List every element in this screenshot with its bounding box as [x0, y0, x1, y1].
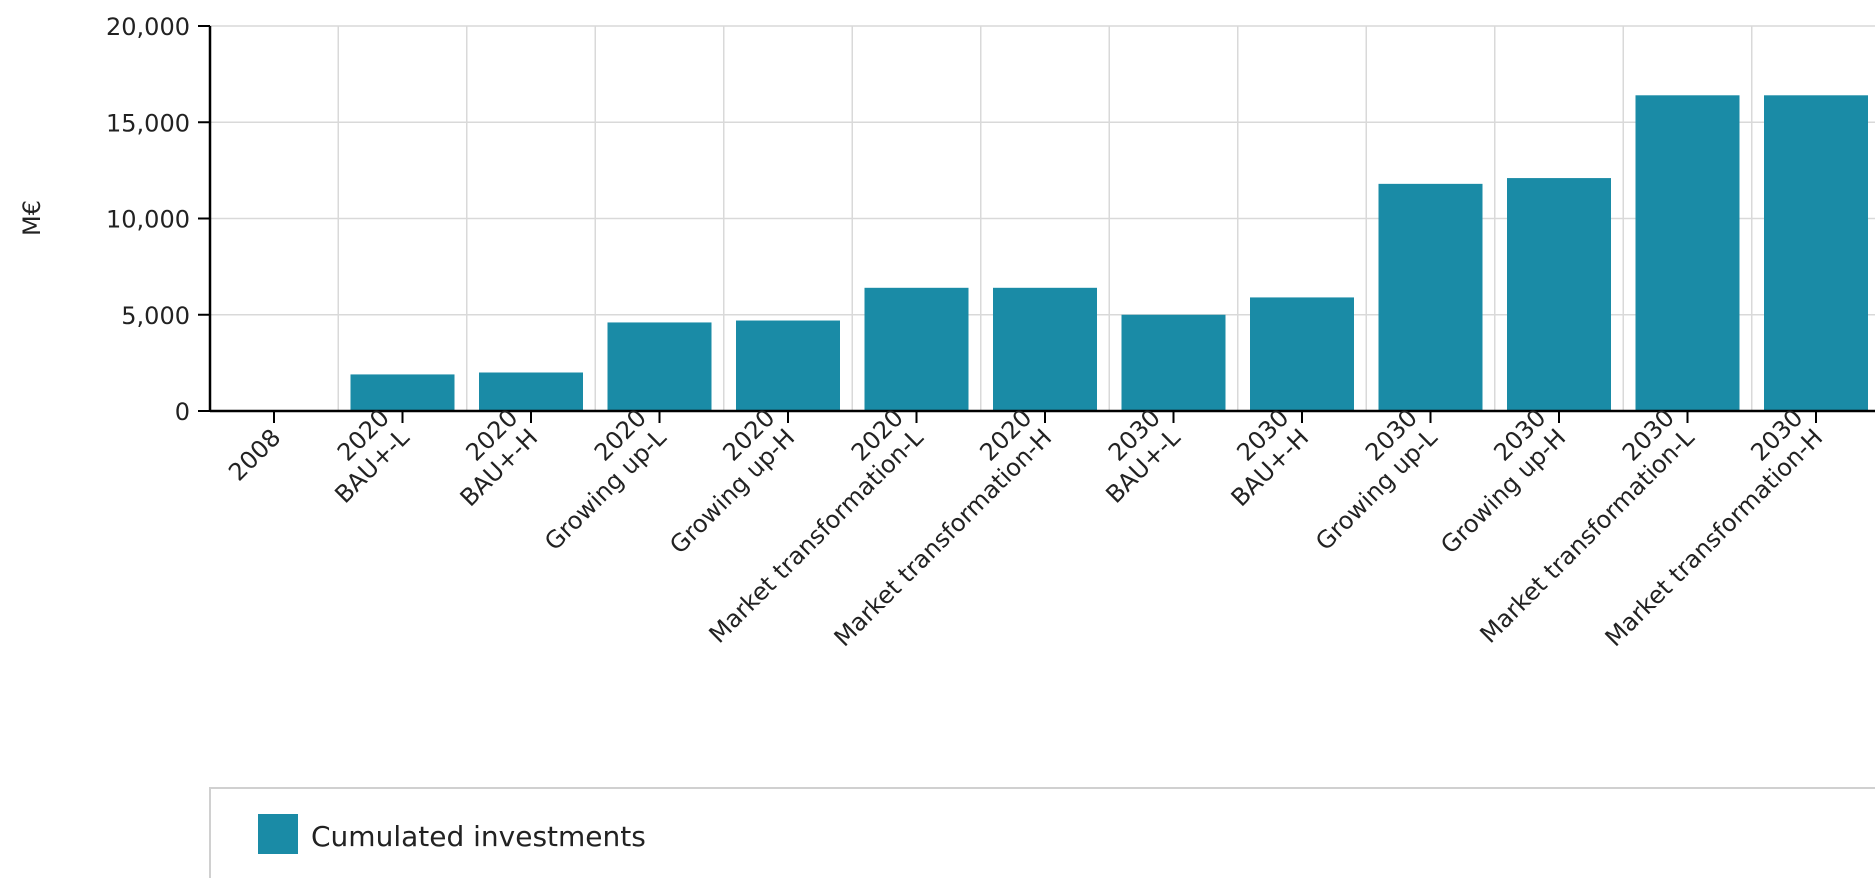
bar [1250, 297, 1354, 411]
axes [198, 25, 1875, 423]
bar [1764, 95, 1868, 412]
bar [607, 322, 712, 411]
y-tick-label: 5,000 [121, 302, 190, 330]
x-tick-label: 2008 [223, 423, 286, 486]
x-tick-label-line: 2008 [223, 423, 286, 486]
bar [1635, 95, 1740, 412]
bar [1121, 314, 1226, 411]
bar [350, 374, 455, 411]
y-tick-label: 0 [175, 398, 190, 426]
y-tick-label: 10,000 [106, 206, 190, 234]
y-axis-label: M€ [18, 200, 46, 236]
legend-label: Cumulated investments [311, 820, 646, 853]
bar [993, 287, 1097, 411]
grid-lines [210, 25, 1875, 411]
bar [736, 320, 840, 411]
y-tick-label: 15,000 [106, 109, 190, 137]
bar [479, 372, 583, 411]
bar [1378, 183, 1483, 411]
y-tick-label: 20,000 [106, 13, 190, 41]
legend-swatch [258, 814, 298, 854]
bar [1507, 178, 1611, 411]
bar [864, 287, 969, 411]
bars [350, 95, 1868, 412]
y-tick-labels: 0 5,000 10,000 15,000 20,000 [106, 13, 190, 426]
legend-border [209, 787, 1875, 878]
legend: Cumulated investments [209, 787, 1875, 878]
